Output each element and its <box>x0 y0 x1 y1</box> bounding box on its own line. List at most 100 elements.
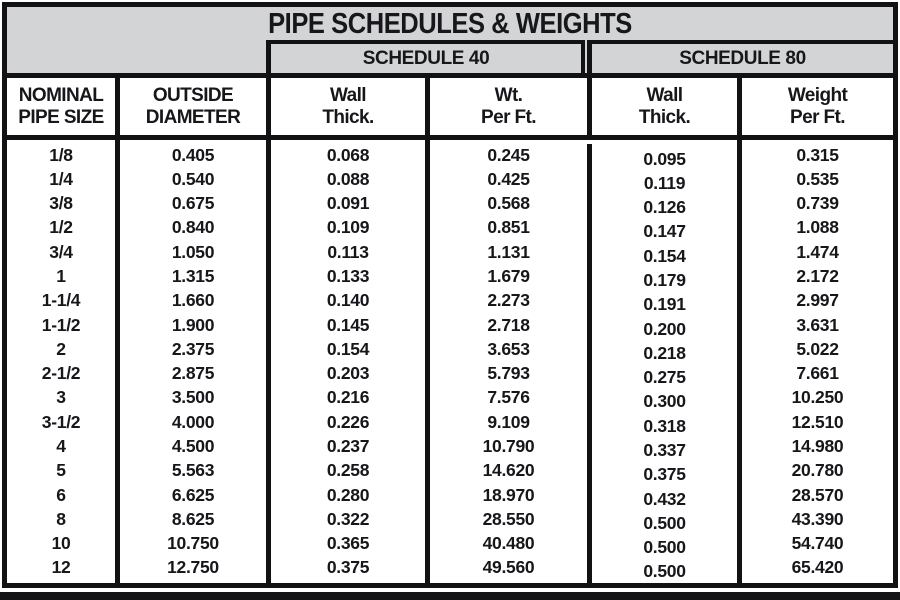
data-cell-s80_wt-row7: 3.631 <box>796 314 839 335</box>
pipe-schedule-table: PIPE SCHEDULES & WEIGHTS SCHEDULE 40 SCH… <box>2 2 898 588</box>
column-header-line: Wall <box>330 85 367 106</box>
data-cell-s40_wt-row10: 7.576 <box>487 387 530 408</box>
data-cell-s40_wt-row12: 10.790 <box>482 436 535 457</box>
data-cell-s40_wt-row0: 0.245 <box>487 144 530 165</box>
data-cell-size-row6: 1-1/4 <box>41 290 81 311</box>
data-cell-size-row7: 1-1/2 <box>41 314 81 335</box>
column-header-line: OUTSIDE <box>152 85 234 106</box>
data-cell-s40_wt-row8: 3.653 <box>487 338 530 359</box>
data-cell-s80_wt-row17: 65.420 <box>791 557 844 578</box>
column-header-line: Wt. <box>494 85 523 106</box>
data-cell-s80_wall-row9: 0.275 <box>643 367 686 388</box>
data-cell-od-row1: 0.540 <box>171 168 215 189</box>
data-cell-od-row15: 8.625 <box>171 508 215 529</box>
data-cell-s80_wall-row14: 0.432 <box>643 488 686 509</box>
column-header-s80-wall-thick: Wall Thick. <box>587 78 737 135</box>
column-header-line: Weight <box>787 85 848 106</box>
data-cell-s40_wt-row17: 49.560 <box>482 557 535 578</box>
data-cell-s80_wall-row2: 0.126 <box>643 197 686 218</box>
data-cell-od-row14: 6.625 <box>171 484 215 505</box>
data-cell-s40_wt-row6: 2.273 <box>487 290 530 311</box>
table-data-body: 1/8 1/4 3/8 1/2 3/4 1 1-1/4 1-1/2 2 2-1/2 3 3-1/2 4 5… <box>7 140 893 587</box>
data-cell-size-row4: 3/4 <box>49 241 73 262</box>
data-cell-s80_wall-row12: 0.337 <box>643 440 686 461</box>
data-cell-s40_wall-row12: 0.237 <box>326 436 370 457</box>
data-cell-od-row0: 0.405 <box>171 144 215 165</box>
data-cell-size-row15: 8 <box>56 508 66 529</box>
data-cell-s80_wt-row16: 54.740 <box>791 533 844 554</box>
data-cell-size-row14: 6 <box>56 484 66 505</box>
data-cell-s80_wall-row15: 0.500 <box>643 512 686 533</box>
data-cell-s40_wt-row7: 2.718 <box>487 314 530 335</box>
data-cell-s80_wall-row10: 0.300 <box>643 391 686 412</box>
data-cell-od-row2: 0.675 <box>171 193 215 214</box>
data-cell-s40_wall-row14: 0.280 <box>326 484 370 505</box>
data-cell-od-row3: 0.840 <box>171 217 215 238</box>
data-cell-s40_wt-row9: 5.793 <box>487 363 530 384</box>
data-cell-s40_wall-row8: 0.154 <box>326 338 370 359</box>
data-cell-s40_wt-row14: 18.970 <box>482 484 535 505</box>
column-header-line: Per Ft. <box>790 106 846 128</box>
data-cell-s40_wt-row3: 0.851 <box>487 217 530 238</box>
data-cell-s40_wt-row11: 9.109 <box>487 411 530 432</box>
data-cell-s80_wt-row6: 2.997 <box>796 290 839 311</box>
data-cell-od-row7: 1.900 <box>171 314 215 335</box>
data-cell-size-row1: 1/4 <box>49 168 73 189</box>
data-cell-s40_wall-row4: 0.113 <box>327 241 369 262</box>
bottom-black-bar <box>0 592 900 600</box>
data-column-s80_wt: 0.315 0.535 0.739 1.088 1.474 2.172 2.997 3.631… <box>737 140 893 583</box>
schedule-80-header: SCHEDULE 80 <box>587 40 893 73</box>
data-cell-s80_wt-row3: 1.088 <box>796 217 839 238</box>
data-column-size: 1/8 1/4 3/8 1/2 3/4 1 1-1/4 1-1/2 2 2-1/2 3 3-1/2 4 5… <box>7 140 115 583</box>
column-header-line: Thick. <box>322 106 374 128</box>
column-header-row: NOMINAL PIPE SIZE OUTSIDE DIAMETER Wall … <box>7 73 893 140</box>
data-cell-s80_wall-row17: 0.500 <box>643 561 686 582</box>
schedule-40-header: SCHEDULE 40 <box>266 40 585 73</box>
data-cell-size-row17: 12 <box>51 557 71 578</box>
data-cell-s80_wall-row5: 0.179 <box>643 270 686 291</box>
data-column-od: 0.405 0.540 0.675 0.840 1.050 1.315 1.660 1.900… <box>115 140 266 583</box>
data-cell-s40_wall-row16: 0.365 <box>326 533 370 554</box>
data-column-s80_wall: 0.095 0.119 0.126 0.147 0.154 0.179 0.191 0.200… <box>587 144 737 587</box>
data-cell-s80_wall-row16: 0.500 <box>643 537 686 558</box>
data-cell-s40_wt-row16: 40.480 <box>482 533 535 554</box>
data-cell-s40_wall-row3: 0.109 <box>326 217 370 238</box>
data-cell-size-row12: 4 <box>56 436 66 457</box>
data-cell-s80_wt-row10: 10.250 <box>791 387 844 408</box>
data-cell-s40_wall-row10: 0.216 <box>326 387 370 408</box>
data-cell-od-row8: 2.375 <box>171 338 215 359</box>
column-header-line: PIPE SIZE <box>18 106 104 128</box>
data-column-s40_wt: 0.245 0.425 0.568 0.851 1.131 1.679 2.273 2.718… <box>425 140 587 583</box>
column-header-line: DIAMETER <box>145 106 241 128</box>
data-cell-s80_wt-row2: 0.739 <box>796 193 839 214</box>
data-cell-s40_wt-row4: 1.131 <box>487 241 530 262</box>
data-cell-s80_wt-row13: 20.780 <box>791 460 844 481</box>
column-header-line: NOMINAL <box>18 85 104 106</box>
data-cell-s40_wall-row15: 0.322 <box>326 508 370 529</box>
data-cell-size-row11: 3-1/2 <box>41 411 81 432</box>
data-cell-od-row5: 1.315 <box>171 266 215 287</box>
data-cell-s80_wt-row15: 43.390 <box>791 508 844 529</box>
data-column-s40_wall: 0.068 0.088 0.091 0.109 0.113 0.133 0.140 0.145… <box>266 140 425 583</box>
column-header-outside-diameter: OUTSIDE DIAMETER <box>115 78 266 135</box>
column-header-s40-wt-per-ft: Wt. Per Ft. <box>425 78 587 135</box>
data-cell-od-row11: 4.000 <box>171 411 215 432</box>
data-cell-s40_wt-row5: 1.679 <box>487 266 530 287</box>
data-cell-size-row5: 1 <box>56 266 66 287</box>
data-cell-size-row9: 2-1/2 <box>41 363 81 384</box>
column-header-line: Wall <box>646 85 684 106</box>
data-cell-od-row4: 1.050 <box>171 241 215 262</box>
data-cell-s80_wall-row4: 0.154 <box>643 245 686 266</box>
data-cell-s40_wall-row2: 0.091 <box>326 193 370 214</box>
data-cell-s80_wall-row0: 0.095 <box>643 148 686 169</box>
data-cell-s80_wt-row0: 0.315 <box>796 144 839 165</box>
data-cell-s80_wall-row7: 0.200 <box>643 318 686 339</box>
data-cell-s40_wall-row7: 0.145 <box>326 314 370 335</box>
data-cell-s40_wt-row2: 0.568 <box>487 193 530 214</box>
data-cell-s40_wt-row15: 28.550 <box>482 508 535 529</box>
data-cell-s40_wall-row1: 0.088 <box>326 168 370 189</box>
data-cell-s40_wall-row5: 0.133 <box>326 266 370 287</box>
data-cell-s80_wt-row11: 12.510 <box>791 411 844 432</box>
data-cell-size-row0: 1/8 <box>49 144 73 165</box>
